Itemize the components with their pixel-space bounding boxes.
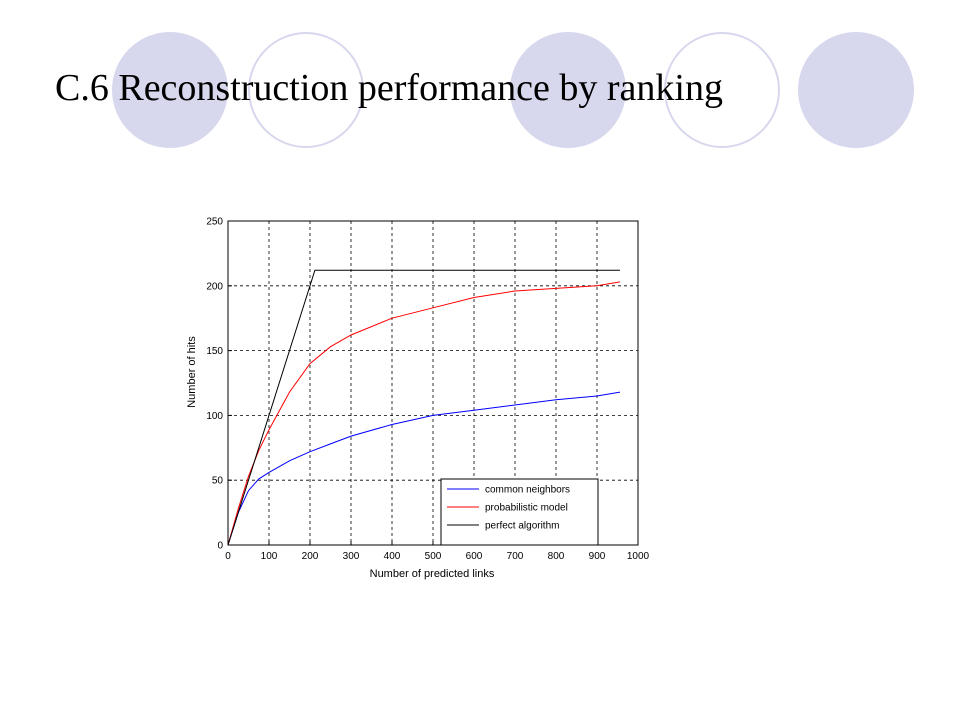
y-tick-label: 250 xyxy=(206,217,223,228)
y-tick-label: 50 xyxy=(212,476,224,487)
legend-label: perfect algorithm xyxy=(485,521,559,532)
y-tick-label: 100 xyxy=(206,411,223,422)
y-axis-label: Number of hits xyxy=(186,336,198,408)
x-tick-label: 400 xyxy=(384,551,401,562)
decorative-circle xyxy=(112,32,228,148)
y-tick-label: 200 xyxy=(206,281,223,292)
axis-ticks: 0 100 200 300 400 500 600 700 800 900 1000 0 50 100 15… xyxy=(206,217,649,563)
x-tick-label: 0 xyxy=(225,551,231,562)
y-tick-label: 0 xyxy=(217,541,223,552)
x-tick-label: 800 xyxy=(548,551,565,562)
x-axis-label: Number of predicted links xyxy=(370,568,495,580)
decorative-circle xyxy=(798,32,914,148)
decorative-ring xyxy=(248,32,364,148)
series-line-perfect-algorithm xyxy=(227,269,620,546)
x-tick-label: 700 xyxy=(507,551,524,562)
y-tick-label: 150 xyxy=(206,346,223,357)
decorative-circle xyxy=(510,32,626,148)
x-tick-label: 900 xyxy=(589,551,606,562)
x-tick-label: 200 xyxy=(302,551,319,562)
decorative-ring xyxy=(664,32,780,148)
legend: common neighbors probabilistic model perfe… xyxy=(440,478,599,546)
grid xyxy=(228,221,638,545)
x-tick-label: 300 xyxy=(343,551,360,562)
slide-title: C.6 Reconstruction performance by rankin… xyxy=(55,67,723,109)
x-tick-label: 100 xyxy=(261,551,278,562)
legend-label: common neighbors xyxy=(485,485,570,496)
series-lines xyxy=(227,269,621,546)
x-tick-label: 1000 xyxy=(627,551,650,562)
series-line-common-neighbors xyxy=(227,391,621,546)
x-tick-label: 500 xyxy=(425,551,442,562)
x-tick-label: 600 xyxy=(466,551,483,562)
legend-label: probabilistic model xyxy=(485,503,568,514)
legend-box xyxy=(440,478,599,546)
